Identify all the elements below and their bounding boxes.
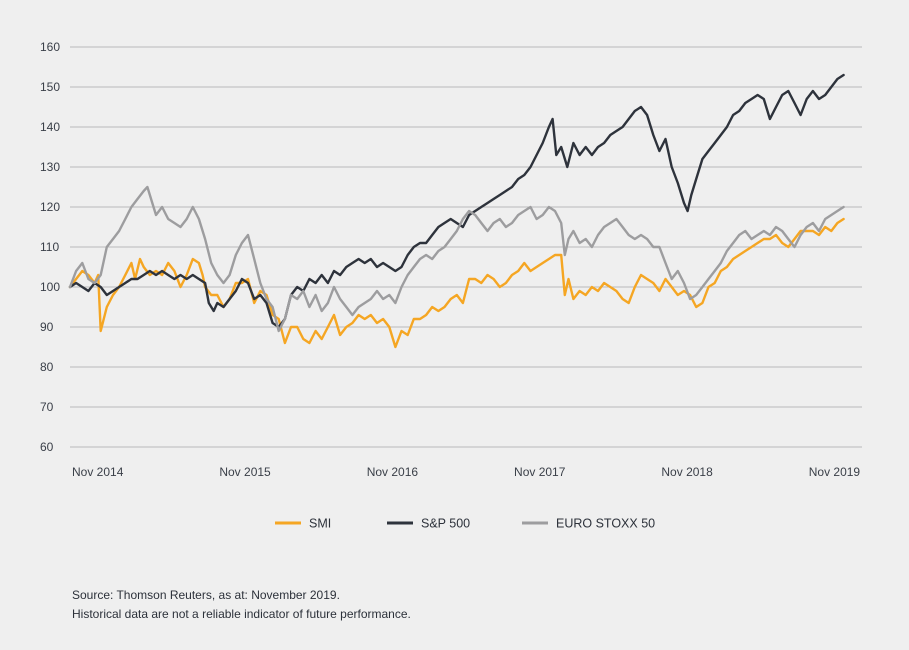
y-tick-label-100: 100 — [40, 280, 60, 294]
x-tick-label-5: Nov 2019 — [809, 465, 861, 479]
series-lines — [68, 73, 845, 349]
y-tick-label-150: 150 — [40, 80, 60, 94]
legend: SMI S&P 500 EURO STOXX 50 — [275, 517, 655, 531]
y-tick-label-60: 60 — [40, 440, 54, 454]
disclaimer-line: Historical data are not a reliable indic… — [72, 607, 411, 621]
y-tick-label-130: 130 — [40, 160, 60, 174]
y-tick-label-110: 110 — [40, 240, 59, 254]
x-tick-label-2: Nov 2016 — [367, 465, 419, 479]
y-tick-label-80: 80 — [40, 360, 54, 374]
legend-label-1: S&P 500 — [421, 517, 470, 531]
y-tick-label-120: 120 — [40, 200, 60, 214]
y-tick-label-70: 70 — [40, 400, 54, 414]
y-tick-label-160: 160 — [40, 40, 60, 54]
y-tick-label-90: 90 — [40, 320, 54, 334]
legend-label-2: EURO STOXX 50 — [556, 517, 655, 531]
y-axis-tick-labels: 60 70 80 90 100 110 120 130 140 150 160 — [40, 40, 60, 454]
x-tick-label-4: Nov 2018 — [661, 465, 713, 479]
source-note: Source: Thomson Reuters, as at: November… — [72, 586, 411, 624]
x-axis-tick-labels: Nov 2014 Nov 2015 Nov 2016 Nov 2017 Nov 2018… — [72, 465, 860, 479]
source-line: Source: Thomson Reuters, as at: November… — [72, 588, 340, 602]
legend-label-0: SMI — [309, 517, 331, 531]
x-tick-label-3: Nov 2017 — [514, 465, 566, 479]
series-line-0 — [68, 217, 845, 349]
x-tick-label-1: Nov 2015 — [219, 465, 271, 479]
y-tick-label-140: 140 — [40, 120, 60, 134]
series-line-1 — [68, 73, 845, 329]
x-tick-label-0: Nov 2014 — [72, 465, 124, 479]
series-line-2 — [68, 185, 845, 333]
